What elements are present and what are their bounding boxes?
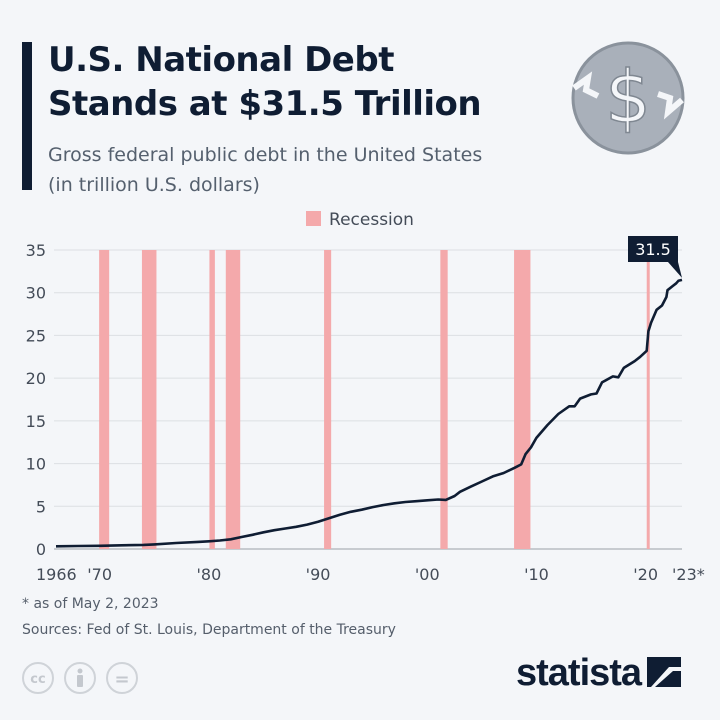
attribution-icon[interactable] [64,662,96,694]
x-tick-label: '23* [672,565,705,584]
page-title: U.S. National Debt Stands at $31.5 Trill… [48,38,568,126]
y-tick-label: 35 [26,241,46,260]
debt-series-line [55,278,683,548]
x-tick-label: '20 [633,565,658,584]
annotation-label: 31.5 [635,240,671,259]
footnote: * as of May 2, 2023 [22,596,159,612]
recession-band [514,250,531,549]
statista-logo-mark-icon [647,657,682,687]
y-tick-label: 25 [26,326,46,345]
recession-band [141,250,157,549]
x-tick-label: '00 [415,565,440,584]
annotation-pointer [668,262,682,278]
x-tick-label: '10 [524,565,549,584]
recession-band [99,250,110,549]
title-accent-bar [22,42,32,190]
legend-swatch-recession [306,211,322,226]
dollar-coin-icon: $ [571,41,685,155]
subtitle: Gross federal public debt in the United … [48,140,568,200]
annotation-box [628,236,678,262]
recession-band [646,250,650,549]
cc-icon[interactable]: cc [22,662,54,694]
subtitle-line-1: Gross federal public debt in the United … [48,144,483,166]
title-line-2: Stands at $31.5 Trillion [48,84,482,124]
title-line-1: U.S. National Debt [48,40,394,80]
recession-band [324,250,332,549]
y-tick-label: 15 [26,412,46,431]
statista-logo[interactable]: statista [516,652,682,695]
svg-text:$: $ [605,55,651,139]
y-tick-label: 5 [36,497,46,516]
x-tick-label: '80 [196,565,221,584]
y-tick-label: 20 [26,369,46,388]
x-tick-label: '70 [87,565,112,584]
legend: Recession [0,210,720,230]
no-derivatives-icon[interactable]: = [106,662,138,694]
subtitle-line-2: (in trillion U.S. dollars) [48,174,260,196]
legend-label-recession: Recession [329,210,414,230]
x-tick-label: '90 [306,565,331,584]
recession-band [225,250,241,549]
y-tick-label: 10 [26,455,46,474]
x-tick-label: 1966 [36,565,77,584]
sources: Sources: Fed of St. Louis, Department of… [22,622,396,638]
debt-line-chart: 0 5 10 15 20 25 30 35 1966 '70 '80 '90 '00 '10 '20 '23*… [26,236,705,584]
y-tick-label: 30 [26,284,46,303]
recession-band [440,250,448,549]
y-tick-label: 0 [36,540,46,559]
recession-band [209,250,215,549]
